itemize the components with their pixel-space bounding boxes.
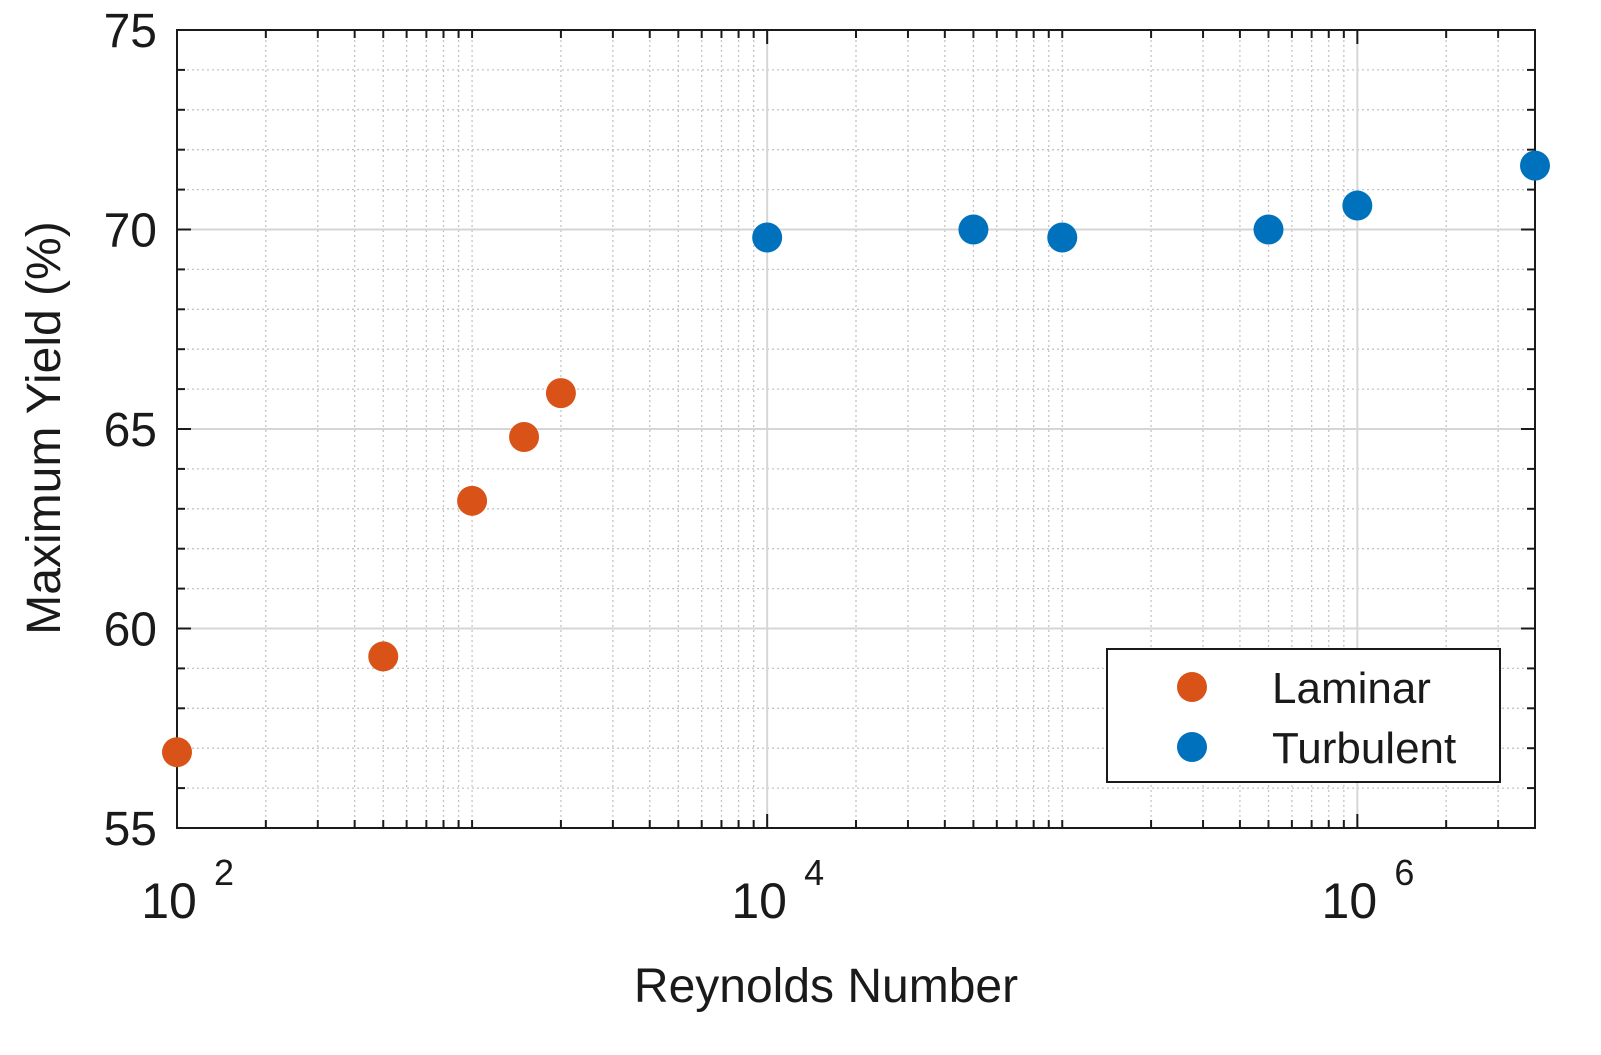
legend: Laminar Turbulent [1106, 648, 1501, 783]
data-point-turbulent [1520, 150, 1550, 181]
data-point-turbulent [1047, 222, 1078, 253]
data-point-laminar [162, 737, 192, 768]
legend-marker-laminar [1177, 672, 1207, 702]
x-axis-title: Reynolds Number [634, 960, 1018, 1013]
x-tick-label: 10 [141, 873, 197, 929]
y-tick-label: 60 [104, 604, 157, 657]
data-point-laminar [368, 641, 399, 672]
legend-box [1106, 648, 1501, 783]
x-tick-label-exponent: 2 [214, 852, 234, 893]
data-point-turbulent [752, 222, 783, 253]
y-tick-label: 65 [104, 404, 157, 457]
data-point-turbulent [1342, 190, 1373, 221]
data-points [162, 150, 1550, 768]
legend-label-laminar: Laminar [1272, 664, 1431, 713]
data-point-laminar [509, 421, 540, 452]
x-tick-label: 10 [731, 873, 787, 929]
data-point-laminar [545, 378, 576, 409]
x-tick-label-exponent: 4 [804, 852, 824, 893]
data-point-laminar [457, 485, 488, 516]
y-tick-label: 55 [104, 803, 157, 856]
data-point-turbulent [1253, 214, 1284, 245]
data-point-turbulent [958, 214, 989, 245]
x-tick-label-exponent: 6 [1394, 852, 1414, 893]
x-tick-label: 10 [1322, 873, 1378, 929]
y-tick-labels: 55 60 65 70 75 [104, 5, 157, 856]
axis-ticks [176, 29, 1536, 829]
legend-marker-turbulent [1177, 732, 1207, 762]
y-tick-label: 70 [104, 205, 157, 258]
legend-label-turbulent: Turbulent [1272, 724, 1456, 773]
y-axis-title: Maximum Yield (%) [18, 221, 71, 634]
y-tick-label: 75 [104, 5, 157, 58]
x-tick-labels: 10 2 10 4 10 6 [141, 852, 1414, 929]
